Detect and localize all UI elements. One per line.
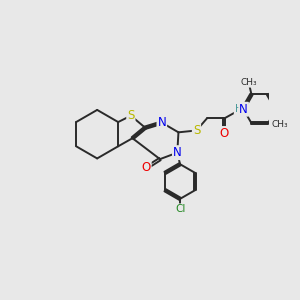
- Text: N: N: [239, 103, 248, 116]
- Text: S: S: [127, 109, 135, 122]
- Text: CH₃: CH₃: [272, 120, 288, 129]
- Text: O: O: [220, 127, 229, 140]
- Text: S: S: [193, 124, 200, 137]
- Text: CH₃: CH₃: [240, 78, 257, 87]
- FancyBboxPatch shape: [193, 127, 200, 134]
- FancyBboxPatch shape: [174, 149, 181, 156]
- Text: O: O: [142, 161, 151, 174]
- FancyBboxPatch shape: [243, 79, 254, 85]
- FancyBboxPatch shape: [221, 130, 228, 137]
- FancyBboxPatch shape: [158, 119, 165, 126]
- FancyBboxPatch shape: [275, 121, 285, 127]
- FancyBboxPatch shape: [142, 164, 150, 171]
- FancyBboxPatch shape: [235, 106, 247, 113]
- Text: N: N: [158, 116, 166, 129]
- Text: Cl: Cl: [175, 204, 185, 214]
- Text: H: H: [235, 104, 242, 114]
- FancyBboxPatch shape: [176, 206, 184, 213]
- FancyBboxPatch shape: [127, 112, 135, 119]
- Text: N: N: [173, 146, 182, 159]
